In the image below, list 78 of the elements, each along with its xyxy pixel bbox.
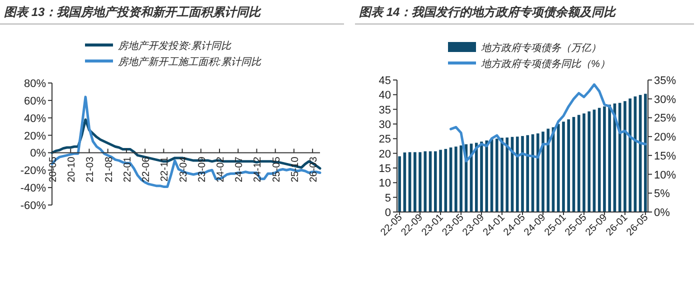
y-tick-label: 20: [378, 148, 391, 160]
chart-title: 图表 14：我国发行的地方政府专项债余额及同比: [359, 5, 617, 19]
x-tick-label: 21-03: [85, 156, 96, 182]
bar: [500, 138, 504, 212]
y2-tick-label: 35%: [654, 75, 676, 87]
x-tick-label: 25-10: [290, 156, 301, 182]
y2-tick-label: 5%: [654, 188, 670, 200]
bar: [506, 137, 509, 212]
bar: [608, 104, 611, 212]
x-tick-label: 26-03: [308, 156, 320, 182]
x-tick-label: 24-12: [252, 156, 264, 182]
bar: [439, 150, 442, 212]
bar: [628, 98, 632, 212]
bar: [582, 113, 586, 212]
bar: [603, 106, 606, 212]
x-tick-label: 22-11: [160, 156, 171, 182]
y-tick-label: 45: [378, 75, 391, 87]
y-tick-label: 40: [378, 90, 391, 102]
bar: [526, 135, 530, 212]
bar: [521, 136, 524, 212]
bar: [418, 152, 422, 212]
y-tick-label: 20%: [24, 130, 46, 142]
x-tick-label: 20-05: [48, 156, 59, 182]
x-tick-label: 24-07: [234, 156, 246, 182]
y2-tick-label: 0%: [654, 207, 670, 219]
bar: [542, 132, 544, 212]
x-tick-label: 23-09: [196, 156, 208, 182]
x-tick-label: 23-04: [178, 156, 190, 182]
y-tick-label: -20%: [20, 165, 46, 178]
bar: [624, 101, 626, 212]
bar: [567, 119, 570, 212]
bar: [562, 122, 565, 212]
x-tick-label: 20-10: [66, 156, 78, 182]
y-tick-label: 35: [378, 104, 391, 116]
bar: [516, 136, 519, 212]
y-tick-label: 15: [378, 163, 391, 175]
y-tick-label: 80%: [24, 78, 46, 90]
bar: [480, 142, 483, 212]
chart-title: 图表 13：我国房地产投资和新开工面积累计同比: [4, 5, 262, 19]
bar: [588, 111, 590, 212]
bar: [577, 114, 580, 212]
bar: [460, 145, 462, 212]
bar: [398, 156, 401, 212]
bar: [546, 128, 550, 212]
bar: [556, 124, 560, 212]
y2-tick-label: 15%: [654, 150, 676, 162]
bar: [536, 133, 540, 212]
bar: [414, 152, 416, 212]
y-tick-label: -40%: [20, 182, 46, 195]
bar: [495, 138, 498, 212]
y-tick-label: 40%: [24, 112, 46, 125]
bar: [485, 140, 488, 212]
legend-label: 地方政府专项债务（万亿）: [481, 42, 601, 54]
y-tick-label: 30: [378, 119, 391, 131]
bar: [454, 146, 458, 212]
legend-label: 地方政府专项债务同比（%）: [481, 58, 610, 70]
y2-tick-label: 10%: [654, 169, 676, 182]
bar: [434, 151, 437, 212]
bar: [474, 142, 478, 212]
y2-tick-label: 30%: [654, 94, 676, 106]
y-tick-label: -60%: [20, 200, 46, 212]
legend-label: 房地产新开工施工面积:累计同比: [118, 56, 262, 68]
y-tick-label: 60%: [24, 95, 46, 108]
y2-tick-label: 25%: [654, 112, 676, 125]
x-tick-label: 22-06: [141, 156, 152, 182]
line-series: [50, 96, 322, 188]
y-tick-label: 5: [384, 192, 391, 204]
legend-label: 房地产开发投资:累计同比: [118, 40, 232, 52]
y-tick-label: 0%: [30, 148, 46, 160]
x-tick-label: 22-01: [122, 156, 134, 182]
x-tick-label: 25-05: [271, 156, 282, 182]
y2-tick-label: 20%: [654, 132, 676, 144]
line-series: [450, 83, 647, 162]
y-tick-label: 10: [378, 178, 391, 190]
x-tick-label: 24-02: [216, 156, 226, 182]
bar: [644, 94, 647, 212]
y-tick-label: 25: [378, 134, 391, 146]
x-tick-label: 21-08: [104, 156, 115, 182]
